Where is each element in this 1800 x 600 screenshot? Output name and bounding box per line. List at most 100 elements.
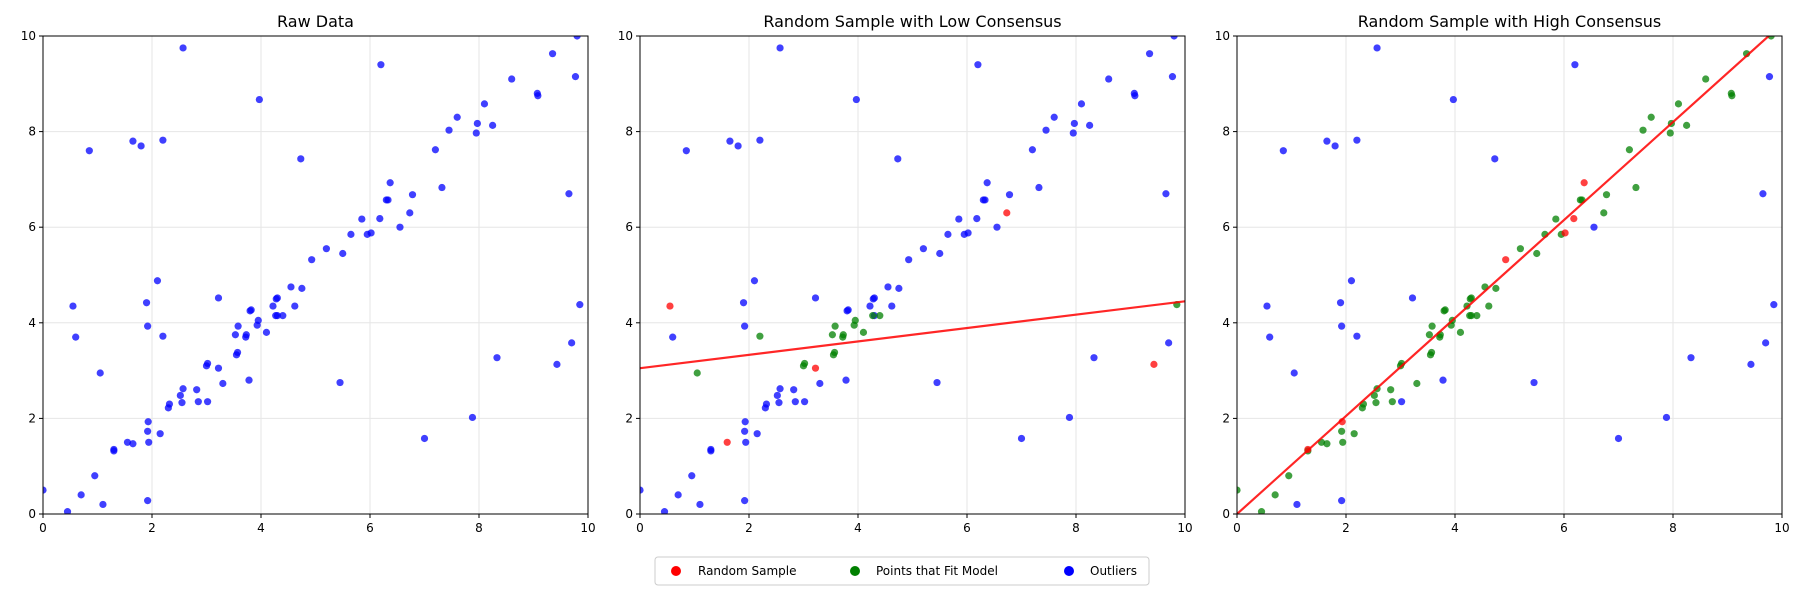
point-outliers xyxy=(145,438,153,446)
point-points-that-fit-model xyxy=(1427,348,1436,357)
legend-marker-random-sample xyxy=(671,566,681,576)
points-layer xyxy=(640,36,1181,514)
point-outliers xyxy=(144,427,152,435)
point-outliers xyxy=(973,214,981,223)
y-tick-label: 4 xyxy=(28,316,36,330)
y-tick-label: 0 xyxy=(625,507,633,521)
point-outliers xyxy=(1145,50,1154,58)
point-points-that-fit-model xyxy=(693,369,701,377)
point-outliers xyxy=(377,61,385,69)
plot-frame xyxy=(1236,35,1783,515)
point-outliers xyxy=(776,385,784,393)
point-points-that-fit-model xyxy=(1338,427,1346,435)
point-outliers xyxy=(1005,191,1014,199)
point-outliers xyxy=(573,36,581,40)
point-outliers xyxy=(1662,413,1671,422)
point-points-that-fit-model xyxy=(1339,438,1347,446)
point-outliers xyxy=(1762,339,1770,347)
point-outliers xyxy=(1336,299,1345,307)
point-outliers xyxy=(129,137,137,145)
point-outliers xyxy=(548,50,557,58)
y-tick-label: 4 xyxy=(1222,316,1230,330)
point-points-that-fit-model xyxy=(1425,331,1433,339)
point-points-that-fit-model xyxy=(859,328,868,336)
point-points-that-fit-model xyxy=(1728,92,1736,100)
point-outliers xyxy=(1050,113,1058,121)
point-outliers xyxy=(297,155,305,163)
x-tick-label: 10 xyxy=(580,521,595,535)
point-random-sample xyxy=(811,364,820,372)
plot-frame xyxy=(42,35,589,515)
point-outliers xyxy=(981,196,989,204)
point-random-sample xyxy=(666,302,674,310)
point-outliers xyxy=(811,294,820,302)
point-outliers xyxy=(568,339,576,347)
point-outliers xyxy=(1353,332,1361,340)
point-outliers xyxy=(800,398,809,406)
point-outliers xyxy=(775,399,783,407)
point-outliers xyxy=(1131,92,1139,100)
y-tick-label: 10 xyxy=(1215,29,1230,43)
x-tick-label: 0 xyxy=(39,521,47,535)
point-outliers xyxy=(674,491,682,499)
point-points-that-fit-model xyxy=(839,331,847,339)
point-points-that-fit-model xyxy=(1683,121,1691,129)
point-outliers xyxy=(493,354,501,362)
point-outliers xyxy=(565,190,573,198)
point-outliers xyxy=(384,196,392,204)
point-outliers xyxy=(468,413,477,422)
point-outliers xyxy=(179,44,187,52)
point-outliers xyxy=(247,306,255,314)
point-outliers xyxy=(682,147,690,155)
y-tick-label: 0 xyxy=(1222,507,1230,521)
y-tick-label: 8 xyxy=(28,125,36,139)
point-outliers xyxy=(214,364,223,372)
point-outliers xyxy=(396,223,404,231)
point-outliers xyxy=(1491,155,1499,163)
x-tick-label: 0 xyxy=(636,521,644,535)
point-outliers xyxy=(91,472,99,480)
point-outliers xyxy=(726,137,734,145)
point-outliers xyxy=(750,277,759,285)
point-outliers xyxy=(696,500,704,509)
panel-title: Random Sample with High Consensus xyxy=(1358,12,1662,31)
y-tick-label: 4 xyxy=(625,316,633,330)
point-outliers xyxy=(1770,301,1778,309)
point-outliers xyxy=(77,491,85,499)
point-outliers xyxy=(741,427,749,435)
point-outliers xyxy=(534,92,542,100)
point-points-that-fit-model xyxy=(1516,245,1524,253)
point-outliers xyxy=(842,376,850,384)
point-outliers xyxy=(322,245,330,253)
point-outliers xyxy=(1168,73,1177,81)
fit-line xyxy=(1237,36,1771,514)
point-outliers xyxy=(844,306,852,314)
point-outliers xyxy=(571,73,580,81)
point-outliers xyxy=(194,398,202,406)
legend: Random Sample Points that Fit Model Outl… xyxy=(654,556,1150,586)
points-layer xyxy=(1237,36,1778,514)
point-outliers xyxy=(790,386,798,394)
point-outliers xyxy=(1035,183,1043,192)
point-outliers xyxy=(762,400,771,408)
point-points-that-fit-model xyxy=(1625,146,1633,154)
point-points-that-fit-model xyxy=(869,312,877,320)
point-points-that-fit-model xyxy=(1350,430,1358,438)
point-outliers xyxy=(298,284,306,292)
x-tick-label: 8 xyxy=(475,521,483,535)
point-outliers xyxy=(142,299,151,307)
legend-label-random-sample: Random Sample xyxy=(698,564,797,578)
point-outliers xyxy=(137,142,145,150)
point-outliers xyxy=(739,299,748,307)
point-outliers xyxy=(734,142,742,150)
point-outliers xyxy=(553,360,561,368)
point-outliers xyxy=(43,486,47,494)
point-outliers xyxy=(1338,322,1346,330)
point-points-that-fit-model xyxy=(1372,399,1380,407)
x-tick-label: 0 xyxy=(1233,521,1241,535)
point-outliers xyxy=(489,121,497,129)
x-tick-label: 10 xyxy=(1177,521,1192,535)
point-outliers xyxy=(816,379,824,388)
point-outliers xyxy=(129,440,137,448)
point-outliers xyxy=(63,508,72,514)
